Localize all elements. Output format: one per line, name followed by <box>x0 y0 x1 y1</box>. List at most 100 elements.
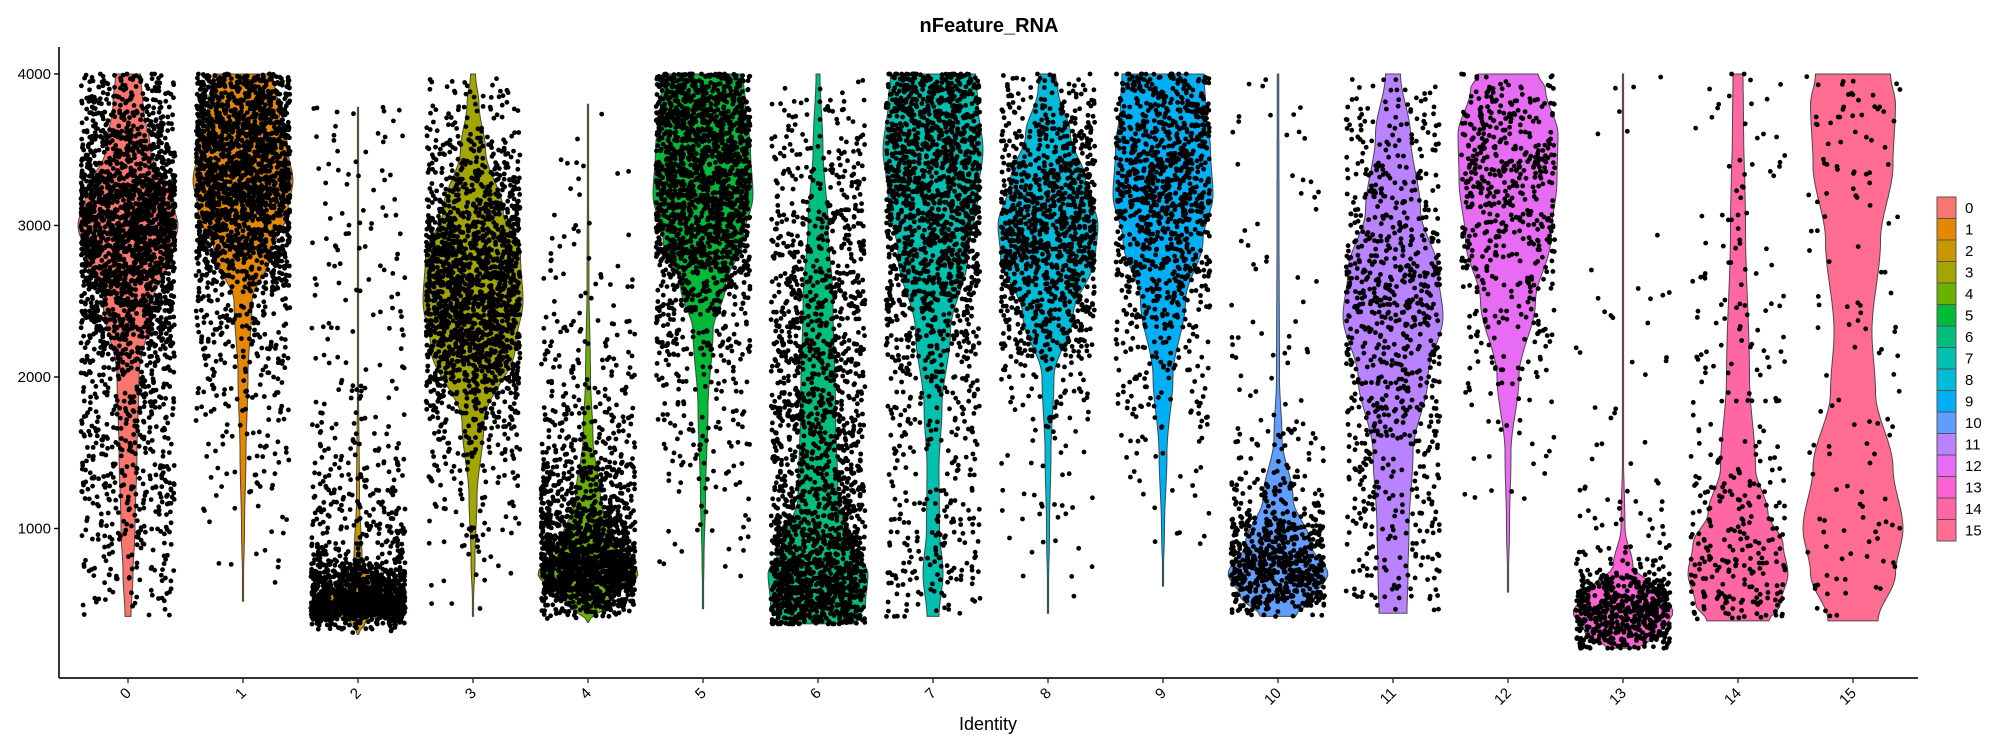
y-tick-label: 4000 <box>18 66 51 83</box>
legend-key <box>1936 454 1957 477</box>
x-tick-label: 12 <box>1491 685 1515 709</box>
violin-group-3 <box>422 73 524 617</box>
points-6 <box>768 78 868 627</box>
violin-group-7 <box>882 71 984 619</box>
legend-item-9: 9 <box>1936 390 1973 413</box>
x-tick-label: 1 <box>232 685 250 703</box>
points-14 <box>1688 71 1788 622</box>
legend-item-2: 2 <box>1936 239 1973 262</box>
legend-item-10: 10 <box>1936 411 1982 434</box>
plot-area <box>77 71 1904 651</box>
legend-item-11: 11 <box>1936 433 1981 456</box>
legend-item-8: 8 <box>1936 368 1973 391</box>
legend-key <box>1936 497 1957 520</box>
points-3 <box>423 76 523 611</box>
legend-item-1: 1 <box>1936 218 1973 241</box>
points-15 <box>1804 74 1903 619</box>
chart-title: nFeature_RNA <box>920 15 1059 37</box>
legend-key <box>1936 411 1957 434</box>
y-tick-label: 2000 <box>18 369 51 386</box>
points-4 <box>538 111 638 621</box>
legend-key <box>1936 261 1957 284</box>
points-11 <box>1343 77 1443 613</box>
x-tick-label: 0 <box>117 685 135 703</box>
x-tick-label: 3 <box>462 685 480 703</box>
violin-group-5 <box>652 71 754 610</box>
y-tick-label: 1000 <box>18 521 51 538</box>
x-tick-label: 2 <box>347 685 365 703</box>
violin-group-0 <box>77 71 179 618</box>
violin-group-8 <box>997 71 1099 614</box>
x-tick-label: 6 <box>807 685 825 703</box>
violin-2 <box>307 106 409 635</box>
legend-label: 15 <box>1965 523 1982 540</box>
x-tick-label: 4 <box>577 685 595 703</box>
points-1 <box>193 71 293 585</box>
legend-key <box>1936 196 1957 219</box>
legend-key <box>1936 239 1957 262</box>
legend-item-12: 12 <box>1936 454 1982 477</box>
x-axis-title: Identity <box>959 714 1017 734</box>
legend-label: 9 <box>1965 394 1973 411</box>
legend-key <box>1936 390 1957 413</box>
legend-key <box>1936 282 1957 305</box>
legend-label: 7 <box>1965 351 1973 368</box>
legend-key <box>1936 218 1957 241</box>
legend-key <box>1936 433 1957 456</box>
violin-group-14 <box>1687 71 1789 622</box>
legend-item-14: 14 <box>1936 497 1982 520</box>
x-tick-label: 15 <box>1836 685 1860 709</box>
legend-key <box>1936 304 1957 327</box>
x-tick-label: 11 <box>1377 685 1400 708</box>
points-8 <box>998 71 1098 599</box>
violin-group-2 <box>307 104 409 635</box>
violin-group-13 <box>1572 73 1674 651</box>
x-tick-label: 13 <box>1606 685 1630 709</box>
y-tick-label: 3000 <box>18 218 51 235</box>
legend-item-4: 4 <box>1936 282 1973 305</box>
legend-label: 6 <box>1965 329 1973 346</box>
legend-item-3: 3 <box>1936 261 1973 284</box>
legend-label: 10 <box>1965 415 1982 432</box>
x-tick-label: 7 <box>922 685 940 703</box>
legend-label: 11 <box>1965 437 1981 454</box>
legend-key <box>1936 519 1957 542</box>
legend-item-13: 13 <box>1936 476 1982 499</box>
points-9 <box>1113 71 1213 547</box>
points-7 <box>883 71 983 619</box>
legend-key <box>1936 325 1957 348</box>
points-13 <box>1573 74 1673 651</box>
legend-label: 12 <box>1965 458 1982 475</box>
legend-item-6: 6 <box>1936 325 1973 348</box>
legend-label: 4 <box>1965 286 1973 303</box>
legend-item-15: 15 <box>1936 519 1982 542</box>
violin-13 <box>1572 73 1674 649</box>
legend-label: 0 <box>1965 200 1973 217</box>
legend-key <box>1936 347 1957 370</box>
violin-group-4 <box>537 103 639 623</box>
points-0 <box>78 71 178 618</box>
legend-label: 3 <box>1965 265 1973 282</box>
legend-item-5: 5 <box>1936 304 1973 327</box>
x-tick-label: 9 <box>1152 685 1170 703</box>
legend-key <box>1936 368 1957 391</box>
legend-label: 2 <box>1965 243 1973 260</box>
legend-item-0: 0 <box>1936 196 1973 219</box>
violin-group-6 <box>767 73 869 627</box>
violin-group-11 <box>1342 73 1444 614</box>
legend-item-7: 7 <box>1936 347 1973 370</box>
points-12 <box>1459 71 1557 501</box>
x-tick-label: 8 <box>1037 685 1055 703</box>
x-tick-label: 5 <box>692 685 710 703</box>
legend-key <box>1936 476 1957 499</box>
points-5 <box>653 71 753 579</box>
legend-label: 8 <box>1965 372 1973 389</box>
violin-group-1 <box>192 71 294 602</box>
x-tick-label: 14 <box>1721 685 1745 709</box>
x-tick-label: 10 <box>1261 685 1285 709</box>
legend-label: 1 <box>1965 222 1973 239</box>
legend-label: 5 <box>1965 308 1973 325</box>
violin-group-9 <box>1112 71 1214 587</box>
